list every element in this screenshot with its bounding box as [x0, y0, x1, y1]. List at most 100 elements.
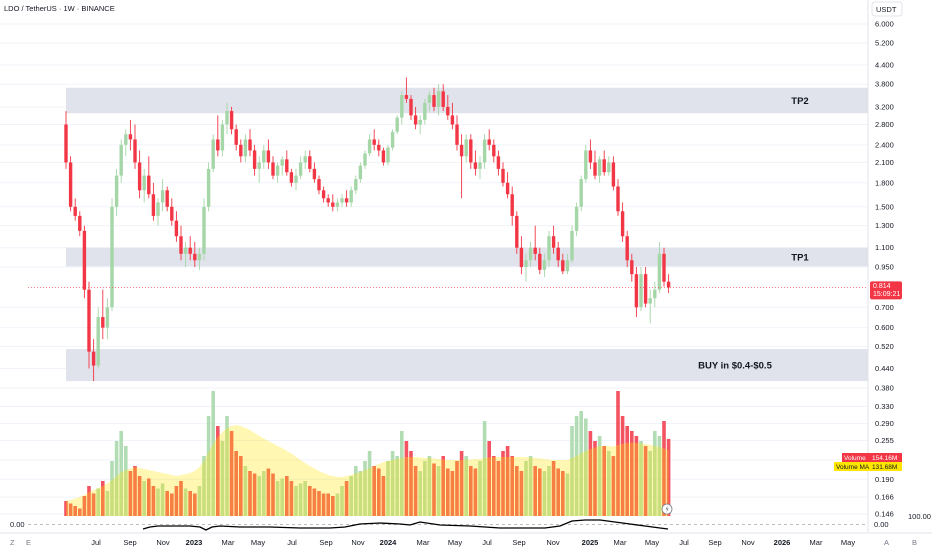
volume-bar	[289, 481, 294, 516]
volume-bar	[413, 466, 418, 516]
candle-body	[400, 95, 404, 118]
candle-body	[363, 153, 367, 166]
zone-band	[66, 349, 868, 382]
price-axis-label: 1.100	[875, 243, 894, 252]
volume-bar	[588, 431, 593, 516]
auto-scale-icon[interactable]: A	[884, 538, 889, 547]
candle-body	[432, 95, 436, 107]
candle-body	[413, 115, 418, 125]
candle-body	[547, 236, 551, 261]
volume-bar	[91, 493, 96, 516]
zone-label: TP2	[791, 96, 808, 107]
time-axis-label: May	[645, 538, 659, 547]
volume-bar	[331, 496, 335, 516]
candle-body	[165, 190, 169, 207]
zoom-icon[interactable]: Z	[10, 538, 15, 547]
volume-bar	[538, 468, 542, 516]
candle-body	[225, 111, 229, 125]
volume-bar	[257, 476, 261, 516]
current-price-tag: 0.814 15:09:21	[870, 281, 902, 300]
volume-bar	[395, 456, 399, 516]
volume-bar	[197, 486, 202, 516]
candle-body	[271, 162, 275, 176]
volume-bars	[64, 391, 671, 516]
volume-bar	[216, 426, 220, 516]
candle-body	[110, 206, 114, 308]
zone-band	[66, 87, 868, 114]
candle-body	[179, 236, 183, 254]
candle-body	[404, 95, 409, 99]
volume-bar	[524, 461, 528, 516]
back-icon[interactable]: B	[912, 538, 917, 547]
time-axis-label: Mar	[810, 538, 823, 547]
volume-bar	[441, 456, 445, 516]
candle-body	[395, 117, 399, 132]
volume-bar	[68, 503, 73, 516]
price-axis-label: 0.166	[875, 493, 894, 502]
volume-bar	[473, 468, 478, 516]
price-axis-label: 0.950	[875, 263, 894, 272]
candle-body	[220, 124, 225, 151]
candle-body	[252, 150, 257, 169]
candle-body	[193, 253, 197, 261]
price-axis-label: 2.800	[875, 120, 894, 129]
volume-bar	[344, 481, 349, 516]
candle-body	[202, 206, 206, 254]
volume-bar	[390, 451, 395, 516]
candle-body	[533, 247, 537, 254]
current-price-value: 0.814	[873, 283, 891, 290]
candle-body	[666, 281, 671, 288]
price-axis-label: 0.600	[875, 323, 894, 332]
volume-ma-tag-label: Volume MA	[836, 464, 870, 471]
volume-bar	[542, 471, 547, 516]
volume-bar	[602, 446, 606, 516]
volume-bar	[119, 431, 123, 516]
volume-bar	[248, 471, 252, 516]
time-axis-label: Jul	[91, 538, 101, 547]
volume-bar	[551, 461, 556, 516]
volume-bar	[528, 456, 533, 516]
volume-bar	[492, 456, 496, 516]
volume-bar	[363, 461, 367, 516]
candle-body	[294, 175, 298, 183]
volume-bar	[657, 436, 662, 516]
volume-bar	[616, 391, 620, 516]
time-axis[interactable]: Jul Sep Nov 2023 Mar May Jul Sep Nov 2024 Mar May Ju…	[91, 538, 855, 547]
volume-bar	[105, 491, 110, 516]
candle-body	[160, 190, 165, 203]
settings-icon[interactable]: E	[26, 538, 31, 547]
candle-body	[630, 260, 634, 275]
volume-bar	[372, 466, 376, 516]
volume-bar	[653, 431, 657, 516]
volume-bar	[482, 421, 487, 516]
candle-body	[501, 168, 505, 183]
time-axis-label: 2025	[582, 538, 599, 547]
candle-body	[482, 139, 487, 163]
candle-body	[634, 274, 639, 308]
price-axis-label: 1.500	[875, 202, 894, 211]
volume-bar	[386, 461, 390, 516]
volume-bar	[275, 481, 280, 516]
candle-body	[469, 139, 473, 163]
zone-label: TP1	[791, 253, 809, 264]
volume-bar	[225, 416, 229, 516]
candle-body	[211, 139, 215, 169]
price-axis-label: 3.800	[875, 80, 894, 89]
candle-body	[418, 119, 422, 125]
volume-bar	[584, 418, 588, 516]
currency-selector[interactable]: USDT	[871, 1, 903, 17]
candle-body	[611, 162, 616, 187]
candle-body	[308, 156, 312, 169]
candle-body	[556, 247, 560, 261]
volume-bar	[147, 478, 151, 516]
candle-body	[515, 215, 519, 248]
candle-body	[648, 298, 652, 304]
alert-bolt-icon[interactable]	[661, 503, 673, 515]
price-axis-label: 2.400	[875, 140, 894, 149]
volume-bar	[183, 488, 188, 516]
price-axis-label: 0.146	[875, 510, 894, 519]
candle-body	[289, 172, 294, 183]
volume-bar	[174, 486, 179, 516]
indicator-left-value: 0.00	[10, 520, 25, 529]
